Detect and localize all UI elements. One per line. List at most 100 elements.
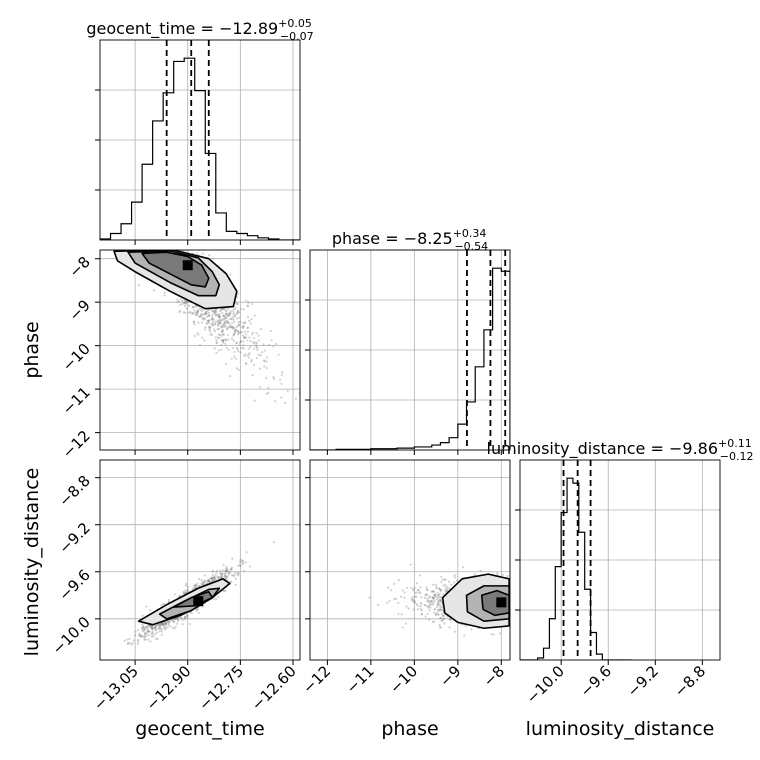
scatter-point: [197, 333, 200, 336]
scatter-point: [237, 350, 240, 353]
x-axis-label-luminosity_distance: luminosity_distance: [526, 718, 715, 740]
scatter-point: [194, 584, 197, 587]
scatter-point: [444, 589, 447, 593]
scatter-point: [192, 320, 195, 323]
scatter-point: [239, 340, 242, 343]
scatter-point: [224, 569, 227, 573]
scatter-point: [216, 336, 220, 339]
scatter-point: [257, 353, 260, 356]
scatter-point: [232, 325, 235, 329]
scatter-point: [221, 307, 224, 311]
scatter-point: [234, 577, 237, 580]
scatter-point: [198, 307, 202, 310]
scatter-point: [211, 577, 214, 580]
scatter-point: [143, 636, 146, 639]
scatter-point: [225, 316, 228, 319]
scatter-point: [236, 324, 240, 327]
scatter-point: [213, 330, 217, 333]
scatter-point: [207, 320, 210, 323]
scatter-point: [150, 635, 153, 638]
scatter-point: [220, 575, 223, 578]
panel-border: [309, 459, 511, 661]
scatter-point: [235, 317, 239, 320]
scatter-point: [234, 328, 237, 332]
scatter-point: [196, 310, 200, 313]
scatter-point: [243, 353, 247, 356]
scatter-point: [241, 560, 244, 563]
x-tick-label: −11: [343, 662, 378, 697]
scatter-point: [194, 583, 197, 586]
scatter-point: [255, 344, 258, 347]
scatter-point: [439, 607, 442, 611]
scatter-point: [237, 574, 240, 577]
x-tick-label: −12.75: [195, 662, 247, 714]
scatter-point: [151, 628, 154, 631]
scatter-point: [224, 567, 228, 570]
scatter-point: [157, 623, 160, 626]
scatter-point: [427, 606, 430, 609]
scatter-point: [511, 593, 513, 595]
scatter-point: [209, 327, 212, 330]
scatter-point: [417, 589, 420, 592]
scatter-point: [397, 601, 400, 605]
scatter-point: [436, 603, 440, 606]
scatter-point: [222, 333, 226, 336]
x-axis-label-phase: phase: [381, 718, 438, 740]
scatter-point: [433, 594, 436, 597]
scatter-point: [261, 351, 264, 354]
scatter-point: [195, 247, 197, 249]
scatter-point: [204, 312, 207, 315]
scatter-point: [446, 586, 449, 589]
scatter-point: [436, 611, 439, 614]
scatter-point: [204, 325, 207, 329]
scatter-point: [235, 329, 238, 332]
scatter-point: [227, 348, 230, 351]
scatter-point: [438, 593, 441, 596]
scatter-point: [193, 334, 197, 337]
scatter-point: [231, 557, 234, 560]
scatter-point: [425, 586, 428, 589]
scatter-point: [192, 306, 195, 309]
scatter-point: [161, 602, 165, 606]
scatter-point: [177, 619, 180, 622]
scatter-point: [221, 325, 224, 328]
histogram-step: [310, 267, 510, 450]
scatter-point: [218, 314, 221, 318]
scatter-point: [186, 614, 189, 617]
scatter-point: [445, 589, 448, 592]
scatter-point: [412, 588, 416, 591]
scatter-point: [237, 331, 240, 334]
scatter-point: [442, 614, 445, 617]
scatter-point: [148, 630, 151, 633]
scatter-point: [512, 608, 514, 610]
scatter-point: [270, 339, 273, 342]
scatter-point: [174, 617, 177, 620]
scatter-point: [246, 327, 249, 330]
scatter-point: [184, 301, 188, 304]
scatter-point: [418, 592, 422, 595]
scatter-point: [188, 304, 191, 307]
scatter-point: [415, 591, 418, 594]
scatter-point: [217, 577, 220, 580]
scatter-point: [189, 310, 192, 314]
scatter-point: [167, 620, 170, 623]
scatter-point: [192, 584, 195, 588]
scatter-point: [436, 600, 440, 603]
scatter-point: [138, 632, 141, 635]
scatter-point: [146, 629, 149, 632]
scatter-point: [255, 331, 258, 335]
scatter-point: [192, 312, 196, 315]
scatter-point: [173, 593, 176, 596]
scatter-point: [201, 581, 204, 584]
scatter-point: [232, 311, 235, 315]
scatter-point: [278, 378, 282, 381]
scatter-point: [216, 313, 219, 316]
scatter-point: [400, 613, 403, 616]
scatter-point: [230, 568, 233, 571]
scatter-point: [442, 584, 445, 587]
scatter-point: [238, 343, 241, 346]
scatter-point: [234, 583, 237, 586]
scatter-point: [218, 322, 221, 325]
scatter-point: [242, 340, 245, 343]
scatter-point: [221, 312, 224, 315]
